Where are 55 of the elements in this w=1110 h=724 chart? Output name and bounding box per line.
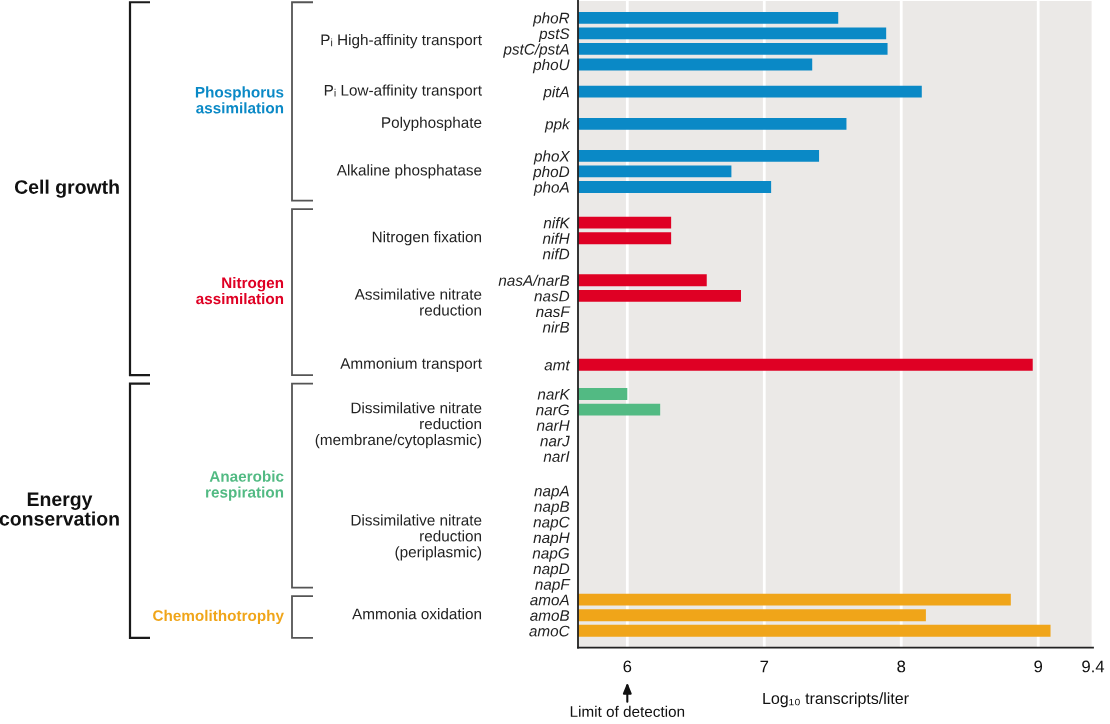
y-tick-label: narI bbox=[543, 451, 570, 462]
y-tick-label: napA bbox=[534, 485, 569, 500]
y-tick-label: napH bbox=[533, 532, 570, 547]
y-tick-label: phoX bbox=[533, 150, 571, 165]
x-tick-label: 8 bbox=[897, 660, 906, 673]
y-tick-label: phoR bbox=[532, 12, 570, 27]
y-tick-label: amt bbox=[544, 360, 571, 371]
y-tick-label: phoD bbox=[532, 165, 570, 181]
y-tick-label: amoB bbox=[530, 610, 570, 621]
text: Ammonium transport bbox=[340, 357, 482, 372]
text: Cell growth bbox=[14, 179, 119, 198]
text: Anaerobic respiration bbox=[206, 470, 284, 501]
text: Chemolithotrophy bbox=[153, 609, 284, 625]
annotation: Limit of detection bbox=[570, 705, 685, 718]
text: Pᵢ Low-affinity transport bbox=[324, 84, 482, 99]
text: Nitrogen fixation bbox=[372, 231, 482, 246]
text: Phosphorus assimilation bbox=[195, 86, 284, 114]
x-axis-title: Log₁₀ transcripts/liter bbox=[763, 692, 909, 708]
y-tick-label: napF bbox=[535, 579, 571, 593]
y-tick-label: ppk bbox=[544, 118, 571, 133]
y-tick-label: nasA/narB bbox=[498, 274, 570, 286]
y-tick-label: phoA bbox=[533, 181, 569, 196]
y-tick-label: pstC/pstA bbox=[503, 43, 569, 58]
y-tick-label: pstS bbox=[538, 28, 570, 43]
y-tick-label: narG bbox=[535, 404, 570, 416]
y-tick-label: napC bbox=[533, 516, 570, 531]
text: Pᵢ High-affinity transport bbox=[321, 34, 482, 49]
y-tick-label: amoC bbox=[529, 625, 570, 637]
y-tick-label: napD bbox=[533, 563, 570, 578]
y-tick-label: nirB bbox=[542, 321, 570, 333]
text: Dissimilative nitrate reduction (membrane/cytoplasmic) bbox=[315, 402, 482, 449]
y-tick-label: nifH bbox=[542, 232, 570, 244]
text: Assimilative nitrate reduction bbox=[354, 288, 482, 316]
y-tick-label: nifK bbox=[543, 217, 571, 229]
y-tick-label: nasF bbox=[535, 306, 571, 318]
x-tick-label: 9.4 bbox=[1082, 660, 1105, 673]
y-tick-label: narK bbox=[537, 389, 571, 400]
text: Ammonia oxidation bbox=[352, 608, 482, 620]
text: Alkaline phosphatase bbox=[336, 164, 482, 179]
text: Polyphosphate bbox=[382, 116, 482, 131]
y-tick-label: narH bbox=[536, 420, 570, 431]
text: Dissimilative nitrate reduction (periplasmic) bbox=[351, 514, 482, 561]
y-tick-label: pitA bbox=[542, 86, 569, 101]
x-tick-label: 9 bbox=[1034, 660, 1043, 673]
y-tick-label: nifD bbox=[542, 248, 570, 260]
y-tick-label: narJ bbox=[540, 435, 570, 447]
text: Nitrogen assimilation bbox=[196, 277, 284, 305]
x-tick-label: 6 bbox=[623, 660, 632, 673]
y-tick-label: amoA bbox=[530, 594, 569, 606]
text: Energy conservation bbox=[0, 492, 119, 526]
y-tick-label: phoU bbox=[532, 58, 570, 74]
y-tick-label: napG bbox=[532, 547, 570, 562]
y-tick-label: nasD bbox=[534, 290, 570, 302]
y-tick-label: napB bbox=[534, 501, 570, 515]
x-tick-label: 7 bbox=[760, 660, 769, 673]
